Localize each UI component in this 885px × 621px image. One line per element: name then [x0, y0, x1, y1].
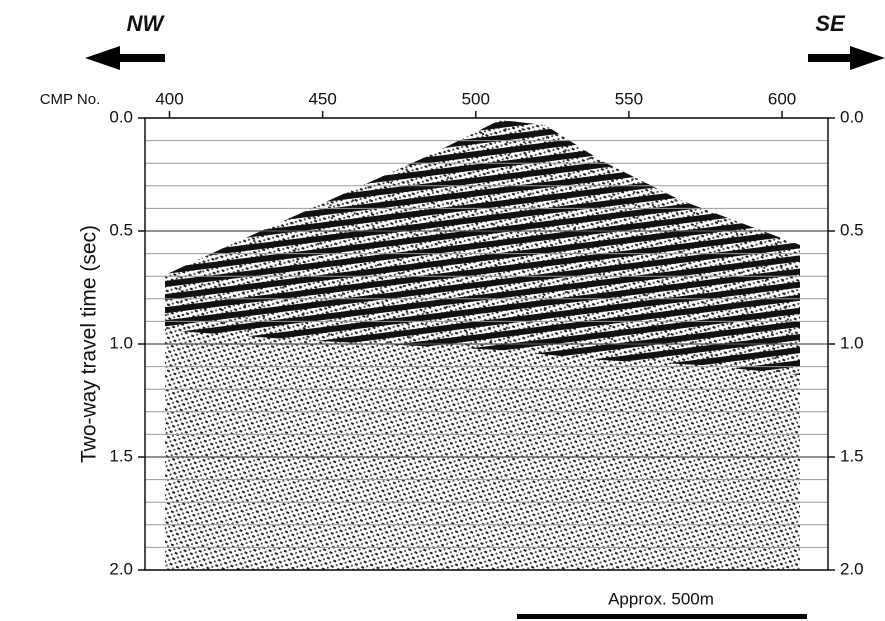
- y-tick-label: 0.5: [109, 220, 133, 239]
- x-tick-label: 450: [308, 89, 336, 108]
- axes: 400 450 500 550 600 0.0 0.0 0.5 0.5 1.0 1.0 1.5 1.5 2…: [109, 89, 863, 578]
- direction-label: NW: [127, 11, 166, 36]
- x-tick-label: 550: [615, 89, 643, 108]
- direction-label: SE: [815, 11, 846, 36]
- x-tick-label: 600: [768, 89, 796, 108]
- x-axis-label: CMP No.: [40, 91, 101, 108]
- y-axis-label: Two-way travel time (sec): [78, 225, 101, 463]
- y-tick-label-right: 2.0: [840, 559, 864, 578]
- y-tick-label-right: 0.0: [840, 107, 864, 126]
- x-tick-label: 500: [462, 89, 490, 108]
- y-tick-label-right: 1.0: [840, 333, 864, 352]
- y-tick-label: 1.0: [109, 333, 133, 352]
- arrow-left: [85, 46, 165, 70]
- y-tick-label-right: 1.5: [840, 446, 864, 465]
- x-tick-label: 400: [155, 89, 183, 108]
- y-tick-label-right: 0.5: [840, 220, 864, 239]
- seismic-reflectors: [165, 120, 800, 375]
- scale-label: Approx. 500m: [608, 589, 714, 608]
- plot-frame: [144, 117, 829, 571]
- y-tick-label: 2.0: [109, 559, 133, 578]
- arrow-right: [808, 46, 885, 70]
- y-tick-label: 0.0: [109, 107, 133, 126]
- scale-bar: [517, 614, 807, 619]
- y-tick-label: 1.5: [109, 446, 133, 465]
